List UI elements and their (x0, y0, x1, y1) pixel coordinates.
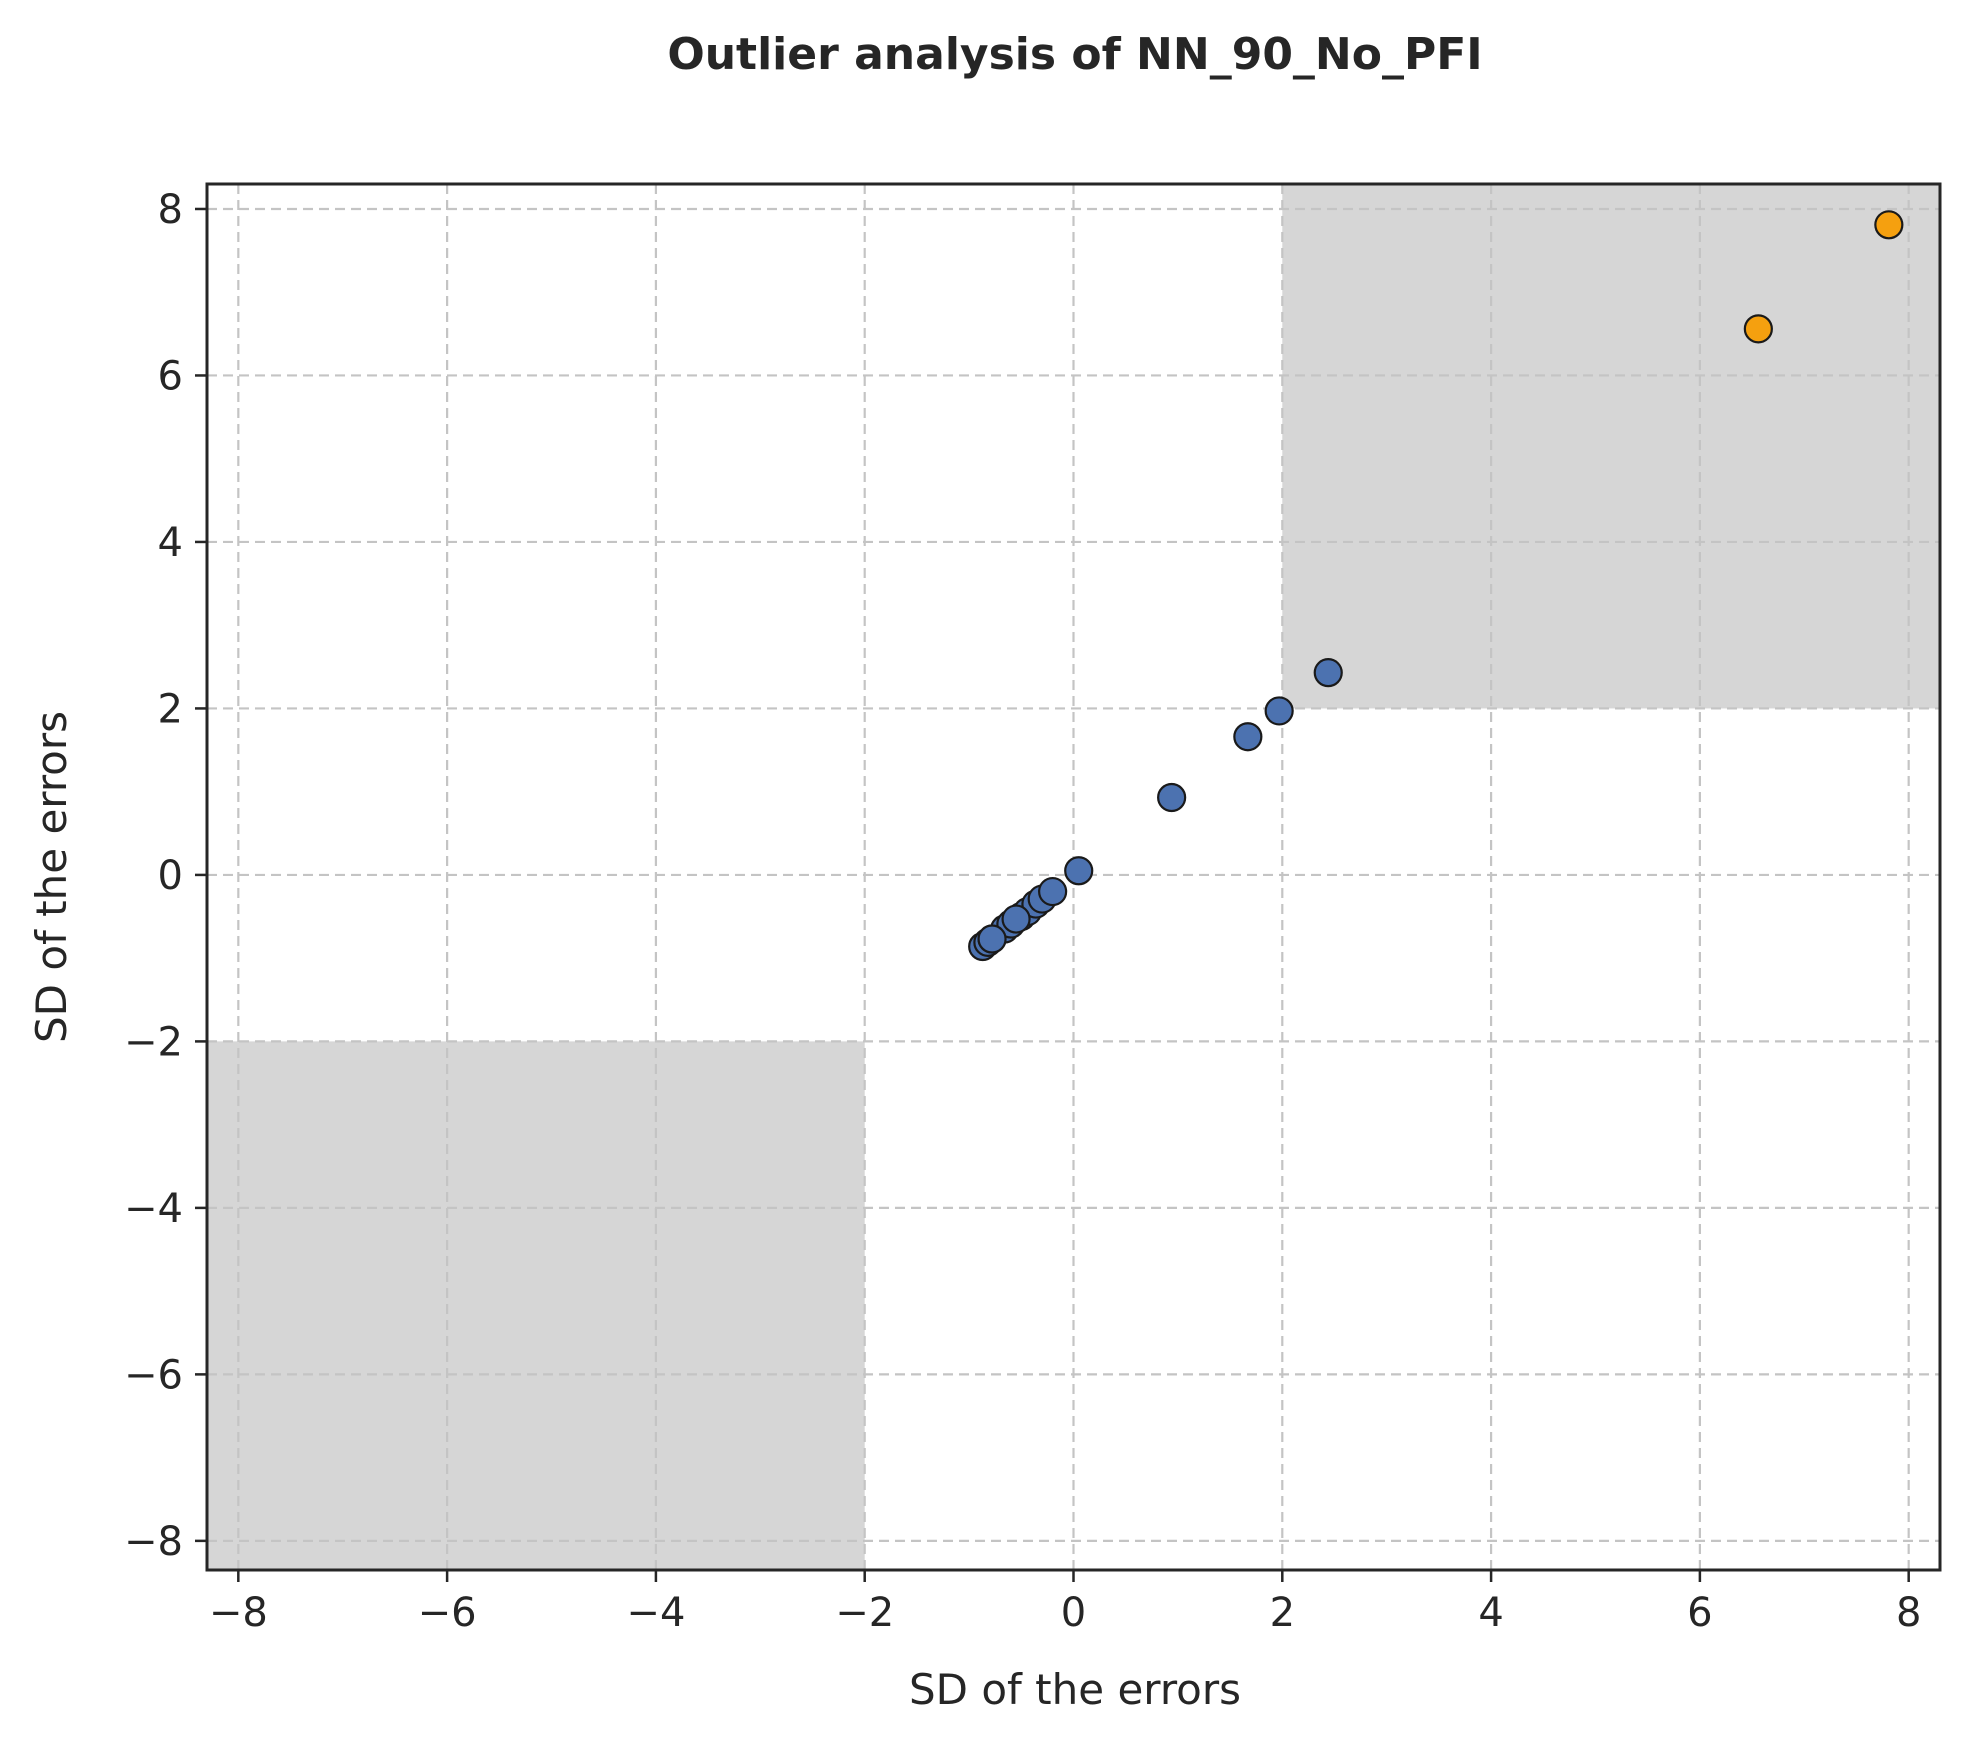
y-axis-ticks: −8 −6 −4 −2 0 2 4 6 8 (124, 187, 207, 1565)
x-tick-label: 4 (1478, 1590, 1503, 1636)
x-tick-label: 8 (1896, 1590, 1921, 1636)
x-tick-label: −2 (835, 1590, 894, 1636)
x-tick-label: −8 (209, 1590, 268, 1636)
y-tick-label: 2 (158, 686, 183, 732)
outlier-point (1743, 314, 1773, 344)
data-point (1064, 856, 1094, 886)
x-axis-ticks: −8 −6 −4 −2 0 2 4 6 8 (209, 1570, 1921, 1636)
y-tick-label: 4 (158, 520, 183, 566)
data-point (1233, 722, 1263, 752)
y-tick-label: −8 (124, 1519, 183, 1565)
data-point (1157, 782, 1187, 813)
data-point (1001, 904, 1031, 934)
outlier-point (1874, 210, 1904, 240)
shaded-region-1 (1282, 184, 1940, 709)
shaded-region-2 (207, 1041, 865, 1570)
chart-title: Outlier analysis of NN_90_No_PFI (667, 29, 1482, 80)
y-tick-label: 6 (158, 353, 183, 399)
x-tick-label: 0 (1061, 1590, 1086, 1636)
grid (207, 184, 1940, 1570)
data-point (1313, 658, 1343, 688)
scatter-points (968, 210, 1904, 962)
x-tick-label: −4 (626, 1590, 685, 1636)
x-tick-label: 2 (1270, 1590, 1295, 1636)
y-tick-label: −4 (124, 1186, 183, 1232)
x-axis-label: SD of the errors (909, 1665, 1241, 1714)
y-tick-label: 0 (158, 853, 183, 899)
x-tick-label: 6 (1687, 1590, 1712, 1636)
shaded-regions (207, 184, 1940, 1570)
y-tick-label: −2 (124, 1019, 183, 1065)
data-point (977, 924, 1007, 954)
data-point (1264, 696, 1294, 726)
x-tick-label: −6 (418, 1590, 477, 1636)
y-tick-label: −6 (124, 1352, 183, 1398)
data-point (1038, 876, 1068, 907)
y-axis-label: SD of the errors (27, 711, 76, 1043)
y-tick-label: 8 (158, 187, 183, 233)
